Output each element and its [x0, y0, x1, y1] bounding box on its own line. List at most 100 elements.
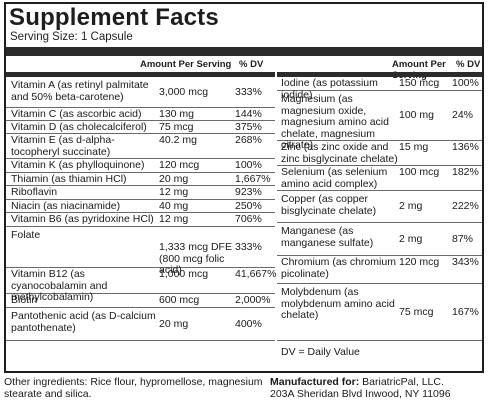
nutrient-amount: 20 mg: [159, 318, 189, 330]
nutrient-name: Thiamin (as thiamin HCl): [11, 173, 127, 185]
nutrient-amount: 12 mg: [159, 213, 189, 225]
nutrient-row: Thiamin (as thiamin HCl) 20 mg 1,667%: [6, 173, 275, 186]
nutrient-name: Vitamin K (as phylloquinone): [11, 159, 145, 171]
nutrient-dv: 222%: [452, 200, 479, 212]
nutrient-name: Molybdenum (as molybdenum amino acid che…: [281, 286, 395, 321]
nutrient-name: Vitamin B6 (as pyridoxine HCl): [11, 213, 154, 225]
nutrient-amount: 20 mg: [159, 173, 189, 185]
nutrient-row: Biotin 600 mcg 2,000%: [6, 294, 275, 308]
nutrient-dv: 144%: [235, 108, 262, 120]
nutrient-name: Vitamin E (as d-alpha-tocopheryl succina…: [11, 134, 115, 158]
nutrient-amount: 120 mcg: [399, 256, 440, 268]
nutrient-row: Pantothenic acid (as D-calcium pantothen…: [6, 308, 275, 341]
nutrient-name: Vitamin B12 (as cyanocobalamin and methy…: [11, 268, 108, 303]
nutrient-row: Riboflavin 12 mg 923%: [6, 186, 275, 200]
manufacturer-address: 203A Sheridan Blvd Inwood, NY 11096: [270, 387, 451, 400]
amount-header: Amount Per Serving: [140, 59, 232, 70]
nutrient-name: Biotin: [11, 294, 38, 306]
nutrient-dv: 400%: [235, 318, 262, 330]
nutrient-dv: 706%: [235, 213, 262, 225]
nutrient-name: Copper (as copper bisglycinate chelate): [281, 193, 377, 217]
nutrient-dv: 268%: [235, 134, 262, 146]
nutrient-name: Manganese (as manganese sulfate): [281, 225, 374, 249]
nutrient-row: Chromium (as chromium picolinate) 120 mcg…: [277, 256, 482, 284]
nutrient-amount: 120 mcg: [159, 159, 200, 171]
nutrient-row: Manganese (as manganese sulfate) 2 mg 87%: [277, 223, 482, 256]
nutrient-row: Vitamin B12 (as cyanocobalamin and methy…: [6, 268, 277, 303]
nutrient-row: Niacin (as niacinamide) 40 mg 250%: [6, 200, 275, 213]
nutrient-row: Vitamin A (as retinyl palmitate and 50% …: [6, 77, 275, 108]
manufacturer-label: Manufactured for:: [270, 376, 360, 388]
nutrient-dv: 24%: [452, 109, 474, 121]
nutrient-amount: 3,000 mcg: [159, 86, 209, 98]
nutrient-amount: 12 mg: [159, 186, 189, 198]
nutrient-dv: 923%: [235, 186, 262, 198]
nutrient-row: Zinc (as zinc oxide and zinc bisglycinat…: [277, 141, 482, 166]
nutrient-dv: 100%: [235, 159, 262, 171]
supplement-facts-panel: Supplement Facts Serving Size: 1 Capsule…: [4, 2, 484, 373]
nutrient-amount: 2 mg: [399, 233, 423, 245]
right-header: Amount Per Serving % DV: [277, 56, 482, 81]
nutrient-amount: 40.2 mg: [159, 134, 197, 146]
nutrient-amount: 100 mcg: [399, 166, 440, 178]
nutrient-amount: 600 mcg: [159, 294, 200, 306]
nutrient-amount: 2 mg: [399, 200, 423, 212]
nutrient-amount: 100 mg: [399, 109, 435, 121]
header-divider: [277, 72, 482, 77]
nutrient-name: Vitamin C (as ascorbic acid): [11, 108, 142, 120]
nutrient-name: Pantothenic acid (as D-calcium pantothen…: [11, 310, 156, 334]
nutrient-amount: 15 mg: [399, 141, 429, 153]
nutrient-amount: 75 mcg: [159, 121, 194, 133]
nutrient-row: Magnesium (as magnesium oxide, magnesium…: [277, 91, 482, 151]
other-ingredients: Other ingredients: Rice flour, hypromell…: [4, 376, 263, 400]
nutrient-row: Iodine (as potassium iodide) 150 mcg 100%: [277, 77, 482, 100]
nutrient-row: Vitamin B6 (as pyridoxine HCl) 12 mg 706%: [6, 213, 275, 227]
nutrient-amount: 1,333 mcg DFE (800 mcg folic acid): [159, 241, 232, 276]
dv-note: DV = Daily Value: [281, 346, 360, 358]
dv-header: % DV: [239, 59, 264, 70]
nutrient-name: Chromium (as chromium picolinate): [281, 256, 396, 280]
nutrient-row: Vitamin D (as cholecalciferol) 75 mcg 375%: [6, 121, 275, 134]
nutrient-dv: 182%: [452, 166, 479, 178]
nutrient-amount: 75 mcg: [399, 306, 434, 318]
nutrient-dv: 250%: [235, 200, 262, 212]
dv-header: % DV: [456, 59, 481, 70]
nutrient-dv: 41,667%: [235, 268, 277, 280]
nutrient-dv: 375%: [235, 121, 262, 133]
nutrient-amount: 1,000 mcg: [159, 268, 209, 280]
nutrient-dv: 2,000%: [235, 294, 271, 306]
nutrient-row: Vitamin C (as ascorbic acid) 130 mg 144%: [6, 108, 275, 121]
nutrient-dv: 343%: [452, 256, 479, 268]
nutrient-dv: 87%: [452, 233, 474, 245]
nutrient-name: Niacin (as niacinamide): [11, 200, 121, 212]
nutrient-name: Magnesium (as magnesium oxide, magnesium…: [281, 93, 389, 151]
nutrient-name: Iodine (as potassium iodide): [281, 77, 378, 101]
nutrient-dv: 136%: [452, 141, 479, 153]
nutrient-name: Folate: [11, 229, 41, 241]
nutrient-dv: 100%: [452, 77, 479, 89]
nutrient-dv: 167%: [452, 306, 479, 318]
nutrient-name: Vitamin A (as retinyl palmitate and 50% …: [11, 79, 149, 103]
panel-title: Supplement Facts: [9, 4, 219, 31]
nutrient-name: Riboflavin: [11, 186, 58, 198]
nutrient-dv: 333%: [235, 241, 262, 253]
nutrient-amount: 40 mg: [159, 200, 189, 212]
manufacturer-info: Manufactured for: BariatricPal, LLC. 203…: [270, 376, 486, 400]
nutrient-dv: 333%: [235, 86, 262, 98]
nutrient-amount: 150 mcg: [399, 77, 440, 89]
nutrient-row: Selenium (as selenium amino acid complex…: [277, 166, 482, 191]
serving-size: Serving Size: 1 Capsule: [10, 31, 133, 43]
nutrient-row: Folate 1,333 mcg DFE (800 mcg folic acid)…: [6, 227, 275, 276]
nutrient-name: Vitamin D (as cholecalciferol): [11, 121, 147, 133]
thick-divider: [6, 47, 482, 56]
header-divider: [6, 72, 275, 77]
nutrient-row: Vitamin K (as phylloquinone) 120 mcg 100%: [6, 159, 275, 173]
nutrient-amount: 130 mg: [159, 108, 195, 120]
nutrient-row: Molybdenum (as molybdenum amino acid che…: [277, 284, 482, 341]
nutrient-row: Vitamin E (as d-alpha-tocopheryl succina…: [6, 134, 275, 159]
manufacturer-name: BariatricPal, LLC.: [362, 376, 444, 388]
left-header: Amount Per Serving % DV: [6, 56, 275, 72]
nutrient-name: Zinc (as zinc oxide and zinc bisglycinat…: [281, 141, 398, 165]
nutrient-name: Selenium (as selenium amino acid complex…: [281, 166, 388, 190]
nutrient-row: Copper (as copper bisglycinate chelate) 2…: [277, 191, 482, 223]
